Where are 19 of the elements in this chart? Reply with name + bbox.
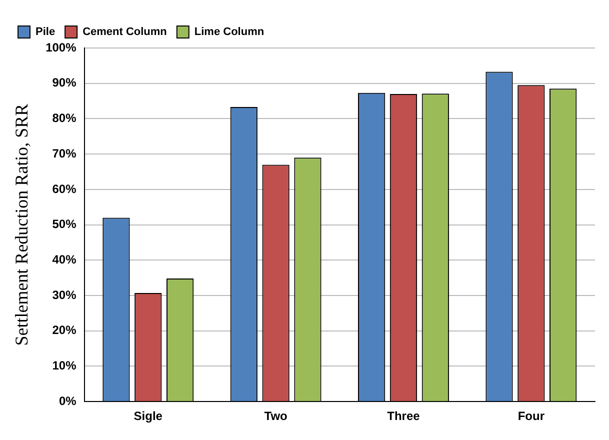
y-tick-label: 60%: [52, 182, 77, 196]
y-tick-label: 50%: [52, 217, 77, 232]
y-tick-label: 30%: [52, 288, 77, 302]
x-tick-label: Sigle: [134, 409, 163, 424]
y-tick-label: 10%: [52, 358, 77, 373]
y-tick-label: 40%: [52, 252, 77, 266]
legend-label: Pile: [36, 26, 56, 38]
y-tick-label: 90%: [52, 76, 77, 90]
y-tick-label: 100%: [46, 40, 77, 54]
y-tick-label: 80%: [52, 111, 77, 126]
x-tick-label: Two: [264, 409, 288, 424]
legend-label: Lime Column: [194, 26, 264, 38]
y-tick-label: 20%: [52, 323, 77, 338]
y-tick-label: 70%: [52, 146, 77, 160]
legend-label: Cement Column: [82, 26, 168, 38]
y-axis-title: Settlement Reduction Ratio, SRR: [12, 104, 32, 346]
x-tick-label: Four: [518, 409, 545, 424]
y-tick-label: 0%: [58, 394, 77, 408]
x-tick-label: Three: [387, 409, 420, 424]
